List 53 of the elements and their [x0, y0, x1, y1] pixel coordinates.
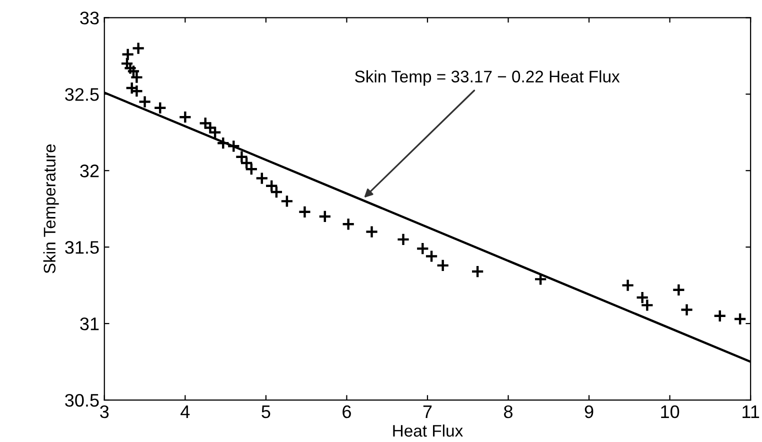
y-tick-label: 31.5 — [65, 241, 99, 254]
point — [424, 250, 438, 263]
x-tick-label: 5 — [262, 406, 270, 418]
y-axis-title: Skin Temperature — [43, 144, 59, 274]
x-tick-label: 9 — [584, 405, 594, 418]
point — [235, 150, 248, 164]
point — [640, 298, 654, 312]
point — [121, 48, 134, 62]
y-tick-label: 30.5 — [65, 394, 99, 407]
y-tick-label: 32.5 — [65, 88, 99, 101]
point — [270, 185, 284, 199]
point — [226, 139, 240, 153]
point — [436, 258, 450, 272]
x-tick-label: 11 — [742, 406, 760, 418]
x-tick-label: 10 — [661, 405, 680, 418]
point — [216, 136, 230, 150]
point — [178, 110, 192, 124]
point — [280, 194, 294, 208]
point — [126, 64, 140, 78]
point — [298, 205, 312, 219]
x-tick-label: 4 — [180, 406, 190, 418]
point — [680, 303, 694, 316]
point — [636, 290, 649, 304]
point — [130, 70, 144, 84]
point — [264, 179, 278, 193]
point — [318, 210, 332, 224]
point — [672, 283, 686, 297]
point — [244, 162, 258, 176]
y-tick-label: 32 — [80, 164, 99, 178]
point — [733, 312, 747, 326]
point — [342, 217, 355, 231]
x-axis-title: Heat Flux — [393, 424, 463, 437]
point — [138, 95, 152, 108]
x-tick-label: 7 — [423, 406, 432, 418]
point — [255, 172, 269, 185]
x-tick-label: 8 — [504, 405, 512, 418]
x-tick-label: 6 — [342, 405, 351, 418]
point — [365, 225, 378, 238]
x-tick-label: 3 — [100, 405, 109, 418]
point — [396, 232, 410, 246]
point — [208, 126, 222, 140]
point — [416, 242, 430, 256]
point — [470, 264, 484, 278]
point — [240, 156, 254, 170]
y-tick-label: 33 — [80, 12, 99, 24]
point — [132, 42, 145, 55]
point — [153, 101, 167, 115]
y-tick-label: 31 — [80, 317, 99, 330]
point — [713, 309, 727, 323]
point — [621, 278, 634, 292]
point — [534, 272, 548, 286]
point — [204, 121, 217, 134]
annotation: Skin Temp = 33.17 − 0.22 Heat Flux — [355, 70, 620, 86]
